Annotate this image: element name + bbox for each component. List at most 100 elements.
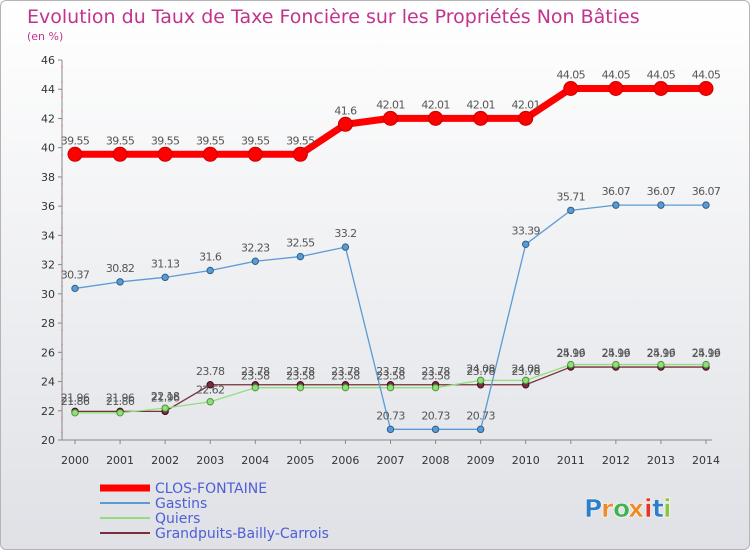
axes: 20 22 24 26 28 30 32 34 36 38 40 42 44 46 2000 2001 2002… bbox=[41, 54, 720, 467]
y-tick-label: 38 bbox=[41, 171, 55, 184]
data-label-clos-fontaine: 44.05 bbox=[692, 69, 721, 82]
data-label-clos-fontaine: 44.05 bbox=[602, 69, 631, 82]
y-tick-label: 44 bbox=[41, 83, 55, 96]
data-label-quiers: 23.58 bbox=[376, 370, 405, 383]
data-label-quiers: 22.18 bbox=[151, 390, 180, 403]
data-label-gastins: 32.23 bbox=[241, 241, 270, 254]
data-label-quiers: 25.16 bbox=[647, 347, 676, 360]
series-layer bbox=[67, 81, 714, 434]
legend-label-grandpuits-bailly-carrois: Grandpuits-Bailly-Carrois bbox=[155, 526, 329, 542]
data-label-grandpuits-bailly-carrois: 23.78 bbox=[241, 365, 270, 378]
logo-letter: x bbox=[628, 494, 644, 523]
logo-letter: i bbox=[644, 494, 653, 523]
data-label-gastins: 36.07 bbox=[602, 185, 631, 198]
point-quiers bbox=[161, 404, 169, 412]
x-tick-label: 2008 bbox=[422, 454, 450, 467]
point-grandpuits-bailly-carrois bbox=[206, 381, 214, 389]
point-clos-fontaine bbox=[337, 116, 353, 132]
point-quiers bbox=[296, 383, 305, 392]
data-label-grandpuits-bailly-carrois: 23.78 bbox=[466, 365, 495, 378]
point-clos-fontaine bbox=[202, 146, 218, 162]
data-label-clos-fontaine: 41.6 bbox=[334, 104, 357, 117]
data-label-gastins: 30.82 bbox=[106, 262, 135, 275]
proxiti-logo: Pr ox i t i bbox=[584, 494, 672, 524]
point-quiers bbox=[341, 383, 350, 392]
data-label-grandpuits-bailly-carrois: 24.99 bbox=[647, 347, 676, 360]
y-tick-label: 36 bbox=[41, 200, 55, 213]
data-label-clos-fontaine: 39.55 bbox=[61, 134, 90, 147]
y-tick-label: 34 bbox=[41, 229, 55, 242]
x-tick-label: 2003 bbox=[196, 454, 224, 467]
point-gastins bbox=[161, 273, 169, 282]
data-label-grandpuits-bailly-carrois: 21.96 bbox=[151, 391, 180, 404]
y-tick-label: 24 bbox=[41, 376, 55, 389]
point-clos-fontaine bbox=[608, 81, 624, 96]
point-gastins bbox=[567, 206, 575, 215]
data-label-gastins: 35.71 bbox=[557, 190, 586, 203]
y-tick-label: 40 bbox=[41, 142, 55, 155]
point-gastins bbox=[296, 252, 305, 261]
x-tick-label: 2007 bbox=[377, 454, 405, 467]
data-label-quiers: 25.16 bbox=[692, 347, 721, 360]
data-label-grandpuits-bailly-carrois: 24.99 bbox=[692, 347, 721, 360]
point-clos-fontaine bbox=[473, 110, 489, 126]
data-label-quiers: 22.62 bbox=[196, 384, 225, 397]
point-quiers bbox=[431, 383, 440, 392]
data-label-gastins: 20.73 bbox=[466, 409, 495, 422]
point-gastins bbox=[657, 201, 665, 209]
point-clos-fontaine bbox=[157, 146, 173, 162]
x-tick-label: 2001 bbox=[106, 454, 134, 467]
point-clos-fontaine bbox=[698, 81, 714, 96]
y-tick-label: 30 bbox=[41, 288, 55, 301]
point-gastins bbox=[341, 243, 350, 251]
y-tick-label: 26 bbox=[41, 346, 55, 359]
data-label-quiers: 23.58 bbox=[286, 370, 315, 383]
data-label-clos-fontaine: 44.05 bbox=[647, 69, 676, 82]
y-tick-label: 32 bbox=[41, 259, 55, 272]
data-label-quiers: 25.16 bbox=[602, 347, 631, 360]
data-label-clos-fontaine: 42.01 bbox=[421, 98, 450, 111]
data-label-gastins: 33.39 bbox=[511, 224, 540, 237]
point-gastins bbox=[386, 425, 395, 434]
data-label-grandpuits-bailly-carrois: 23.78 bbox=[421, 365, 450, 378]
data-label-clos-fontaine: 42.01 bbox=[511, 98, 540, 111]
point-clos-fontaine bbox=[292, 146, 308, 162]
logo-letter: t bbox=[652, 494, 664, 523]
data-label-gastins: 36.07 bbox=[647, 185, 676, 198]
data-label-quiers: 23.58 bbox=[241, 370, 270, 383]
legend-label-gastins: Gastins bbox=[155, 496, 207, 512]
point-quiers bbox=[386, 383, 395, 392]
data-label-quiers: 24.08 bbox=[466, 362, 495, 375]
point-clos-fontaine bbox=[428, 110, 444, 126]
y-tick-label: 46 bbox=[41, 54, 55, 67]
data-label-clos-fontaine: 39.55 bbox=[151, 134, 180, 147]
data-label-clos-fontaine: 39.55 bbox=[286, 134, 315, 147]
logo-letter: P bbox=[584, 494, 602, 523]
data-label-gastins: 36.07 bbox=[692, 185, 721, 198]
data-label-grandpuits-bailly-carrois: 23.78 bbox=[196, 365, 225, 378]
point-quiers bbox=[702, 360, 710, 369]
point-clos-fontaine bbox=[67, 146, 83, 162]
point-quiers bbox=[116, 409, 124, 417]
data-label-quiers: 23.58 bbox=[421, 370, 450, 383]
point-gastins bbox=[702, 201, 710, 209]
x-tick-label: 2012 bbox=[602, 454, 630, 467]
point-quiers bbox=[71, 409, 79, 417]
point-gastins bbox=[476, 425, 485, 434]
data-label-clos-fontaine: 39.55 bbox=[196, 134, 225, 147]
point-gastins bbox=[251, 257, 259, 265]
data-label-grandpuits-bailly-carrois: 23.78 bbox=[511, 365, 540, 378]
point-quiers bbox=[522, 376, 530, 385]
data-label-clos-fontaine: 39.55 bbox=[106, 134, 135, 147]
legend-label-clos-fontaine: CLOS-FONTAINE bbox=[155, 481, 267, 497]
data-label-clos-fontaine: 42.01 bbox=[466, 98, 495, 111]
legend-label-quiers: Quiers bbox=[155, 511, 200, 527]
data-label-grandpuits-bailly-carrois: 21.96 bbox=[61, 391, 90, 404]
data-label-grandpuits-bailly-carrois: 24.99 bbox=[557, 347, 586, 360]
x-tick-label: 2002 bbox=[151, 454, 179, 467]
data-label-grandpuits-bailly-carrois: 23.78 bbox=[286, 365, 315, 378]
point-gastins bbox=[71, 284, 79, 293]
data-label-clos-fontaine: 39.55 bbox=[241, 134, 270, 147]
data-label-grandpuits-bailly-carrois: 24.99 bbox=[602, 347, 631, 360]
point-clos-fontaine bbox=[518, 110, 534, 126]
